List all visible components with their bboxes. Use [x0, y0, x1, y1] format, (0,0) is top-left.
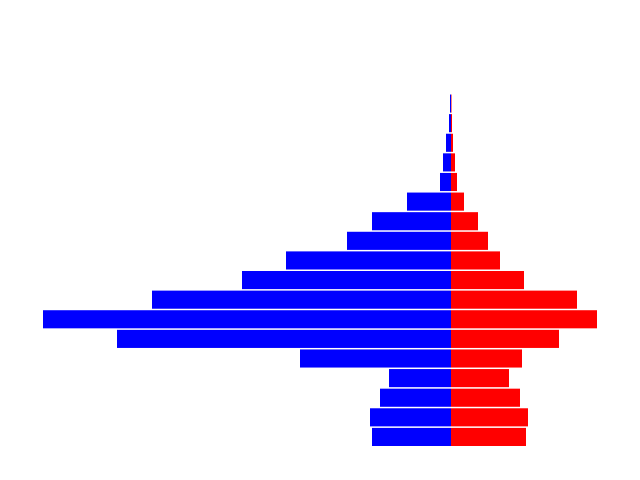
- left-bar: [117, 329, 451, 348]
- left-bar: [300, 349, 451, 368]
- right-bar: [451, 212, 478, 231]
- left-bar: [370, 408, 451, 427]
- right-bar: [451, 408, 528, 427]
- right-bar: [451, 369, 509, 388]
- right-bar: [451, 251, 500, 270]
- right-bar: [451, 388, 520, 407]
- right-bar: [451, 153, 455, 172]
- right-bar: [451, 114, 452, 133]
- left-bar: [440, 172, 451, 192]
- left-bar: [380, 388, 451, 407]
- left-bar: [446, 133, 451, 152]
- left-bar: [372, 427, 451, 446]
- right-bar: [451, 290, 577, 309]
- right-bar: [451, 172, 457, 192]
- left-bar: [372, 212, 451, 231]
- right-bar: [451, 192, 464, 211]
- left-bar: [242, 271, 451, 290]
- right-bar: [451, 231, 488, 250]
- left-bar: [407, 192, 451, 211]
- left-bar: [43, 310, 451, 329]
- left-bar: [450, 94, 451, 113]
- right-bar: [451, 94, 452, 113]
- right-bar: [451, 133, 453, 152]
- right-bar: [451, 349, 522, 368]
- right-bar: [451, 427, 526, 446]
- left-bar: [152, 290, 451, 309]
- left-bar: [286, 251, 451, 270]
- right-bar: [451, 329, 559, 348]
- left-bar: [443, 153, 451, 172]
- right-bar: [451, 310, 597, 329]
- left-bar: [449, 114, 451, 133]
- right-bar: [451, 271, 524, 290]
- left-bar: [347, 231, 451, 250]
- left-bar: [389, 369, 451, 388]
